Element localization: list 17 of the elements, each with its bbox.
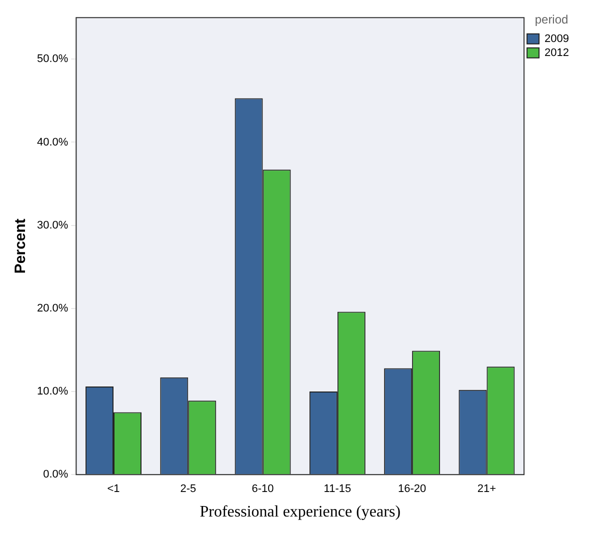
- legend-title: period: [534, 12, 568, 26]
- y-tick-label: 10.0%: [36, 386, 68, 398]
- y-tick-label: 0.0%: [43, 468, 68, 481]
- x-tick-label: 16-20: [398, 483, 426, 496]
- legend-label: 2009: [544, 32, 570, 45]
- x-tick-label: 6-10: [252, 483, 274, 496]
- x-tick-label: <1: [107, 483, 120, 496]
- x-axis-title: Professional experience (years): [200, 504, 401, 521]
- y-axis-title: Percent: [12, 218, 30, 274]
- y-tick-label: 50.0%: [36, 53, 68, 66]
- y-tick-label: 30.0%: [36, 219, 68, 232]
- legend-label: 2012: [544, 46, 570, 59]
- x-tick-label: 11-15: [324, 483, 352, 496]
- x-tick-label: 2-5: [180, 483, 196, 496]
- x-tick-label: 21+: [477, 483, 496, 496]
- y-tick-label: 20.0%: [36, 302, 68, 314]
- y-tick-label: 40.0%: [36, 136, 68, 148]
